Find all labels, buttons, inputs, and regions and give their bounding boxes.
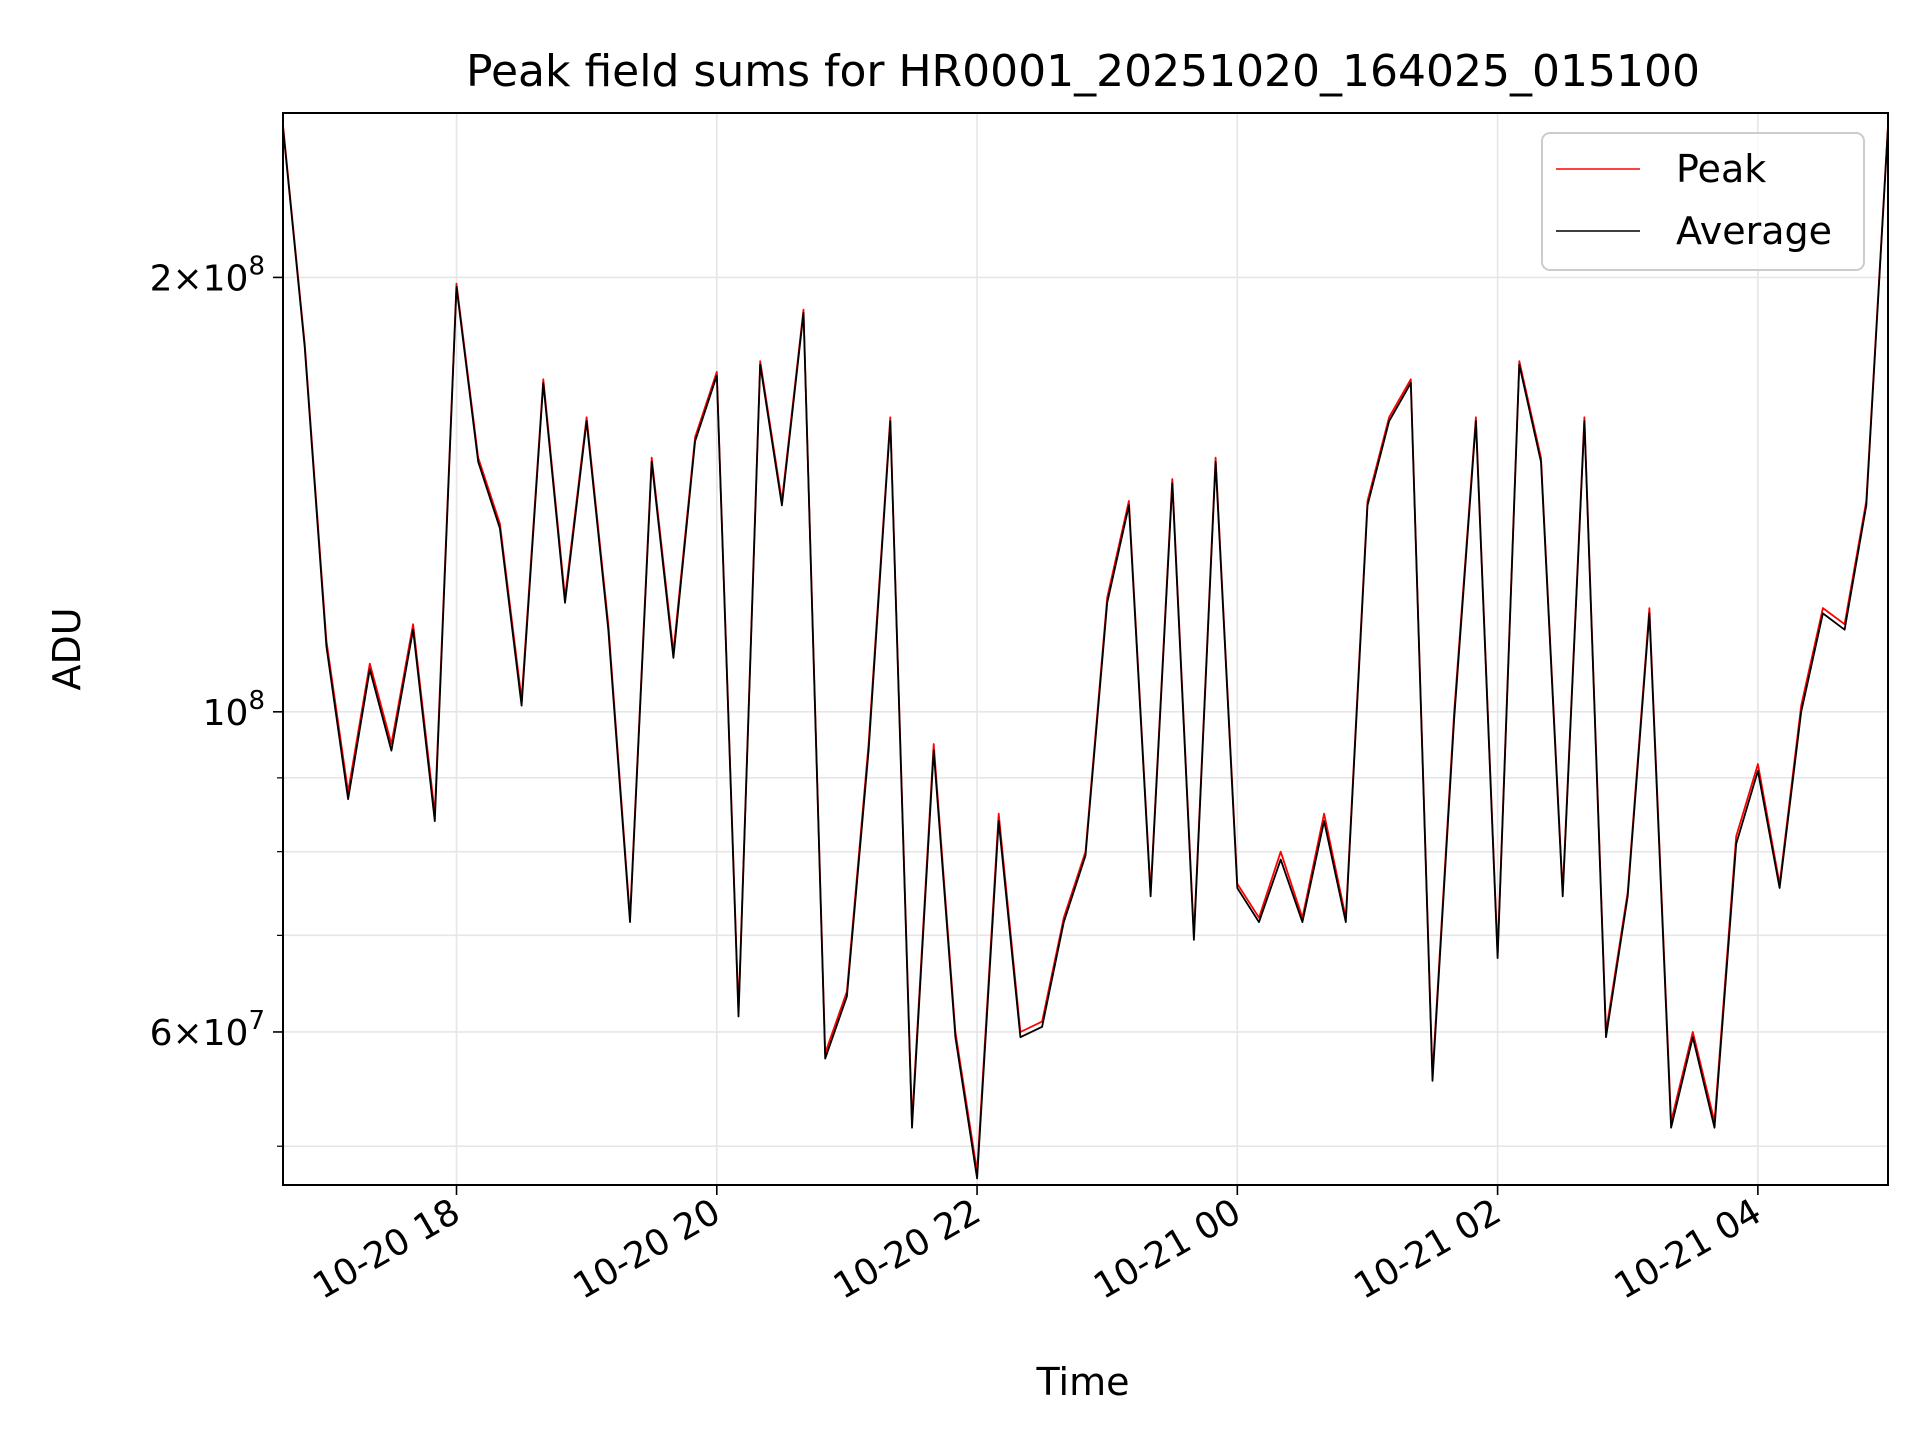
y-tick-label: 6×107: [150, 1006, 265, 1054]
series-line-average: [282, 127, 1889, 1180]
y-axis-label: ADU: [45, 607, 89, 690]
x-axis-label: Time: [1036, 1360, 1130, 1404]
legend-label-average: Average: [1676, 209, 1832, 253]
series-layer: [282, 125, 1889, 1180]
legend-box: [1541, 132, 1865, 271]
y-tick-label: 2×108: [150, 251, 265, 299]
legend-label-peak: Peak: [1676, 147, 1766, 191]
chart-title: Peak field sums for HR0001_20251020_1640…: [466, 46, 1700, 97]
legend: Peak Average: [1541, 132, 1865, 271]
y-tick-label: 108: [203, 686, 265, 734]
plot-frame: [282, 112, 1889, 1186]
